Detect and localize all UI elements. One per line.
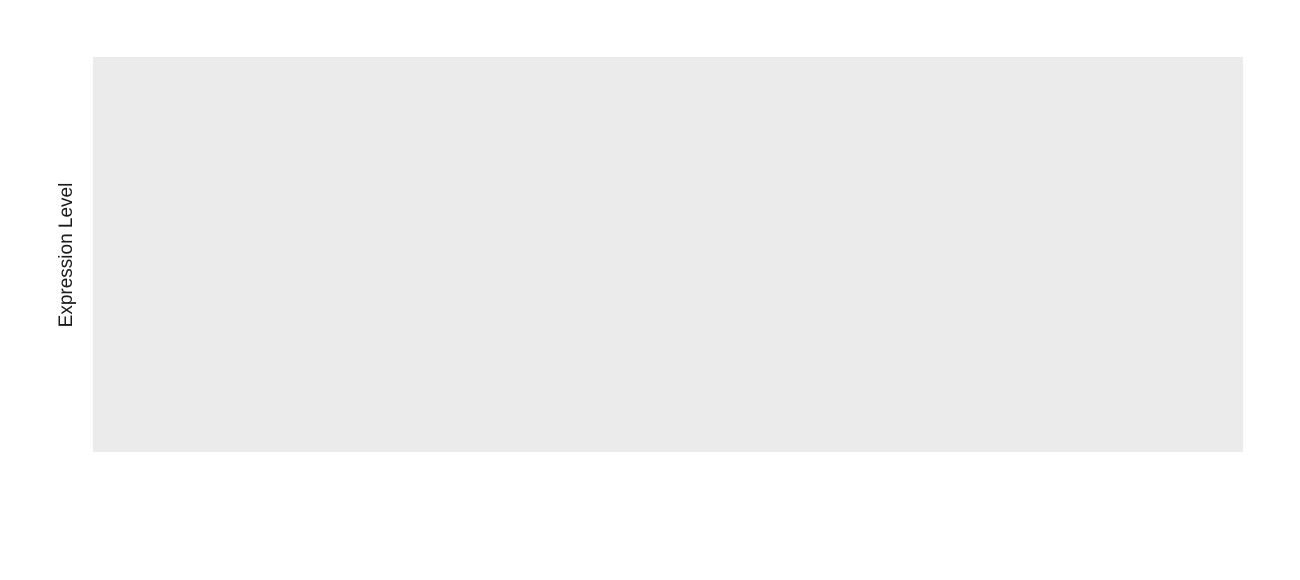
panel — [93, 57, 1243, 452]
y-axis-title: Expression Level — [56, 183, 77, 328]
